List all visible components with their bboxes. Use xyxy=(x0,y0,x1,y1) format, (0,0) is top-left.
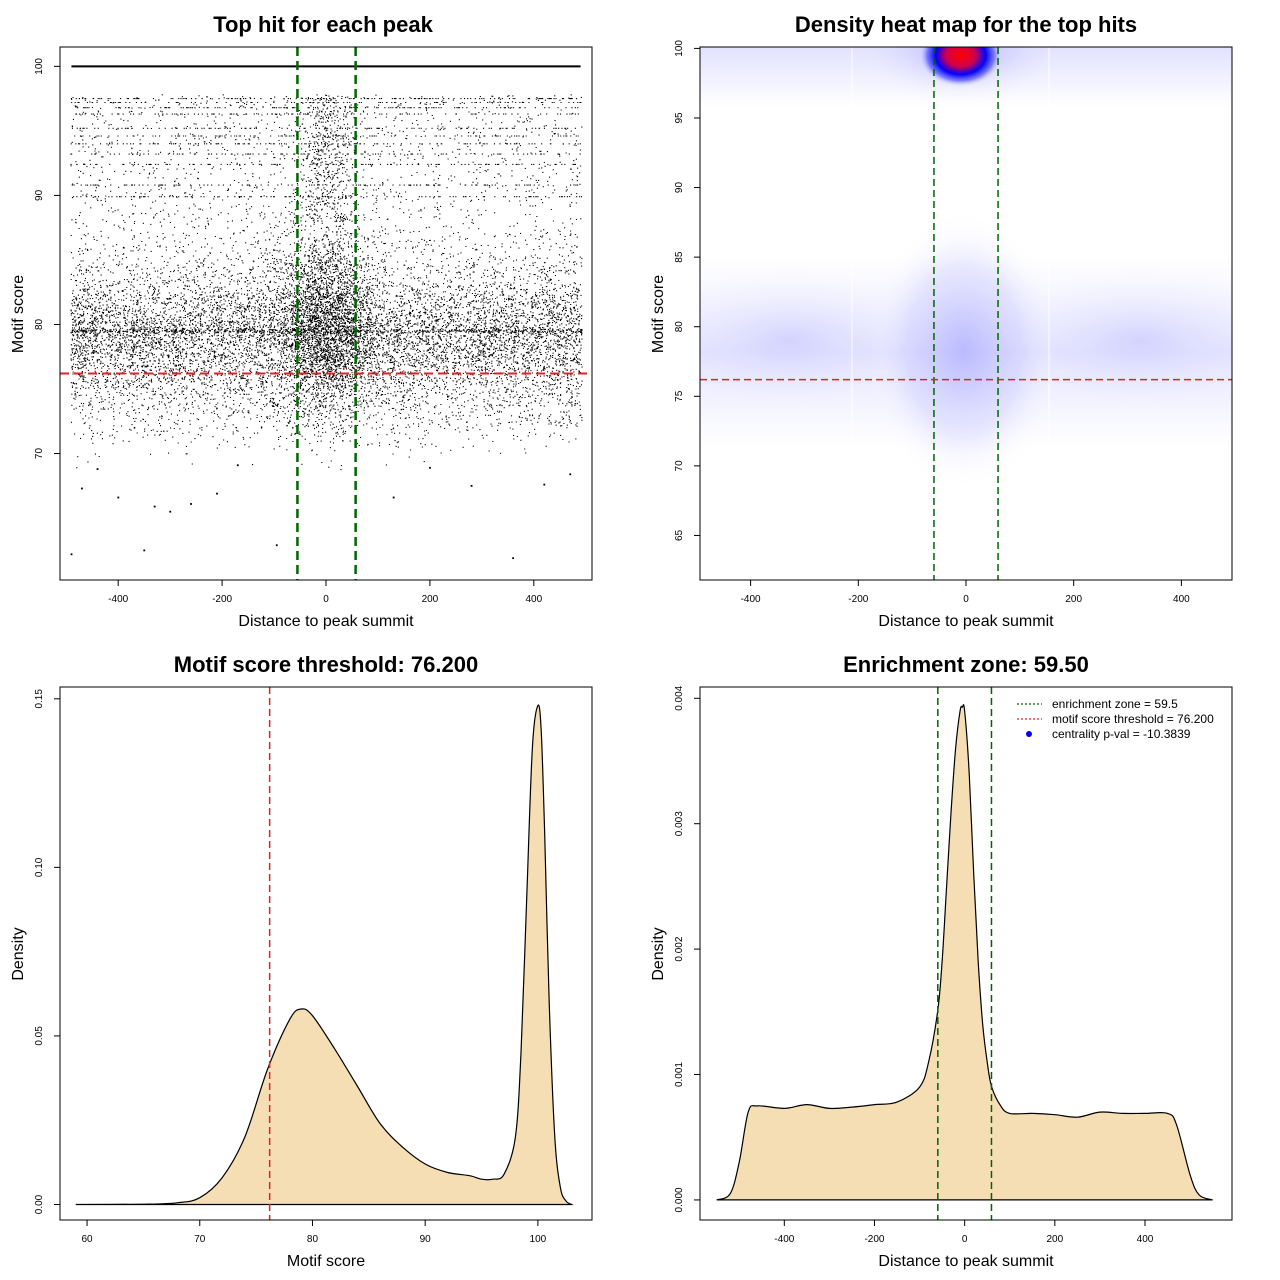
distance-density-y-axis: 0.000 0.001 0.002 0.003 0.004 xyxy=(674,685,701,1212)
scatter-panel: Top hit for each peak -400 -200 0 200 400 70… xyxy=(10,12,593,630)
distance-density-y-tick-label: 0.000 xyxy=(674,1187,685,1212)
heatmap-x-tick-label: -400 xyxy=(741,594,761,605)
score-density-y-axis: 0.00 0.05 0.10 0.15 xyxy=(34,689,61,1214)
distance-density-title: Enrichment zone: 59.50 xyxy=(843,652,1089,677)
score-density-x-tick-label: 80 xyxy=(307,1234,319,1245)
heatmap-y-label: Motif score xyxy=(650,275,667,353)
scatter-y-tick-label: 70 xyxy=(34,448,45,460)
scatter-outlier-point xyxy=(190,503,192,505)
legend-threshold-label: motif score threshold = 76.200 xyxy=(1052,712,1214,726)
heatmap-y-tick-label: 80 xyxy=(674,321,685,333)
scatter-outlier-point xyxy=(569,473,572,476)
scatter-outlier-point xyxy=(216,492,218,495)
score-density-area xyxy=(75,704,574,1206)
heatmap-y-axis: 65 70 75 80 85 90 95 100 xyxy=(674,40,701,541)
scatter-outlier-point xyxy=(512,557,515,560)
heatmap-x-label: Distance to peak summit xyxy=(878,613,1054,630)
distance-density-x-axis: -400 -200 0 200 400 xyxy=(774,1219,1154,1245)
distance-density-x-tick-label: 200 xyxy=(1046,1234,1063,1245)
scatter-outlier-point xyxy=(275,544,278,547)
scatter-outlier-point xyxy=(81,487,83,490)
heatmap-x-axis: -400 -200 0 200 400 xyxy=(741,579,1190,605)
scatter-y-axis: 70 80 90 100 xyxy=(34,58,61,460)
scatter-outlier-point xyxy=(429,466,431,469)
score-density-y-tick-label: 0.15 xyxy=(34,689,45,709)
distance-density-y-tick-label: 0.002 xyxy=(674,936,685,961)
scatter-outlier-point xyxy=(236,464,239,467)
heatmap-y-tick-label: 90 xyxy=(674,182,685,194)
heatmap-y-tick-label: 70 xyxy=(674,460,685,472)
score-density-y-tick-label: 0.05 xyxy=(34,1026,45,1046)
heatmap-x-tick-label: 0 xyxy=(963,594,969,605)
scatter-x-tick-label: 400 xyxy=(525,594,542,605)
distance-density-x-tick-label: -400 xyxy=(774,1234,794,1245)
scatter-x-tick-label: -400 xyxy=(108,594,128,605)
score-density-title: Motif score threshold: 76.200 xyxy=(174,652,478,677)
scatter-points xyxy=(70,94,583,471)
legend-enrichment-label: enrichment zone = 59.5 xyxy=(1052,697,1178,711)
scatter-point-cloud xyxy=(70,94,583,471)
legend: enrichment zone = 59.5 motif score thres… xyxy=(1017,697,1214,741)
score-density-x-tick-label: 70 xyxy=(194,1234,206,1245)
scatter-outlier-point xyxy=(392,496,395,499)
heatmap-panel: Density heat map for the top hits -400 -2… xyxy=(650,12,1233,630)
heatmap-x-tick-label: 200 xyxy=(1065,594,1082,605)
scatter-outliers xyxy=(70,464,572,560)
distance-density-y-tick-label: 0.001 xyxy=(674,1062,685,1087)
heatmap-x-tick-label: 400 xyxy=(1173,594,1190,605)
scatter-outlier-point xyxy=(117,496,120,499)
score-density-y-label: Density xyxy=(10,927,27,980)
heatmap-density xyxy=(700,47,1232,580)
heatmap-y-tick-label: 100 xyxy=(674,40,685,57)
score-density-y-tick-label: 0.10 xyxy=(34,857,45,877)
scatter-x-label: Distance to peak summit xyxy=(238,613,414,630)
scatter-outlier-point xyxy=(143,549,146,552)
scatter-title: Top hit for each peak xyxy=(213,12,433,37)
legend-pval-label: centrality p-val = -10.3839 xyxy=(1052,727,1191,741)
distance-density-x-tick-label: 0 xyxy=(962,1234,968,1245)
scatter-outlier-point xyxy=(153,505,156,508)
distance-density-panel: Enrichment zone: 59.50 -400 -200 0 200 400 0… xyxy=(650,652,1233,1270)
distance-density-x-tick-label: 400 xyxy=(1137,1234,1154,1245)
scatter-x-tick-label: -200 xyxy=(212,594,232,605)
score-density-x-tick-label: 60 xyxy=(81,1234,93,1245)
distance-density-y-tick-label: 0.003 xyxy=(674,811,685,836)
scatter-outlier-point xyxy=(169,510,172,513)
heatmap-y-tick-label: 95 xyxy=(674,112,685,124)
score-density-y-tick-label: 0.00 xyxy=(34,1194,45,1214)
distance-density-area xyxy=(716,704,1213,1201)
scatter-x-tick-label: 200 xyxy=(422,594,439,605)
scatter-y-label: Motif score xyxy=(10,275,27,353)
distance-density-y-tick-label: 0.004 xyxy=(674,685,685,710)
legend-pval-dot xyxy=(1026,731,1032,737)
scatter-x-tick-label: 0 xyxy=(323,594,329,605)
scatter-outlier-point xyxy=(470,484,473,487)
distance-density-x-label: Distance to peak summit xyxy=(878,1253,1054,1270)
heatmap-y-tick-label: 65 xyxy=(674,529,685,541)
score-density-x-label: Motif score xyxy=(287,1253,365,1270)
heatmap-x-tick-label: -200 xyxy=(848,594,868,605)
scatter-y-tick-label: 90 xyxy=(34,189,45,201)
distance-density-x-tick-label: -200 xyxy=(864,1234,884,1245)
heatmap-title: Density heat map for the top hits xyxy=(795,12,1137,37)
score-density-x-tick-label: 100 xyxy=(530,1234,547,1245)
score-density-x-axis: 60 70 80 90 100 xyxy=(81,1219,547,1245)
scatter-outlier-point xyxy=(70,553,73,556)
scatter-outlier-point xyxy=(96,468,99,471)
scatter-x-axis: -400 -200 0 200 400 xyxy=(108,579,543,605)
scatter-y-tick-label: 80 xyxy=(34,318,45,330)
scatter-y-tick-label: 100 xyxy=(34,58,45,75)
distance-density-y-label: Density xyxy=(650,927,667,980)
heatmap-hotspot xyxy=(918,47,1003,88)
heatmap-y-tick-label: 85 xyxy=(674,251,685,263)
score-density-panel: Motif score threshold: 76.200 60 70 80 90 10… xyxy=(10,652,593,1270)
heatmap-center-blob xyxy=(869,210,1059,490)
heatmap-y-tick-label: 75 xyxy=(674,390,685,402)
score-density-x-tick-label: 90 xyxy=(420,1234,432,1245)
scatter-outlier-point xyxy=(543,483,546,486)
